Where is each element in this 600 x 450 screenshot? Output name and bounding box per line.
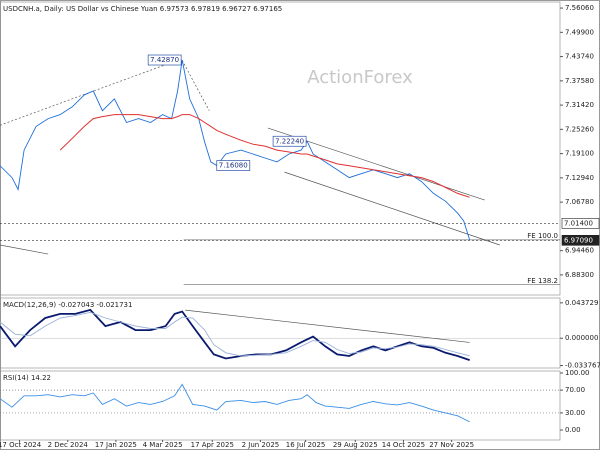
- panel-title: RSI(14) 14.22: [3, 374, 51, 382]
- watermark: ActionForex: [307, 67, 413, 88]
- y-tick-label: 7.56060: [565, 4, 594, 12]
- y-tick-label: 30.00: [565, 409, 585, 417]
- trendline: [185, 309, 470, 343]
- price-label: 7.01400: [564, 219, 593, 227]
- panel-frame: [0, 1, 561, 296]
- series-line: [0, 383, 470, 423]
- y-tick-label: 6.94460: [565, 247, 594, 255]
- fib-label: FE 138.2: [527, 277, 558, 285]
- series-line: [0, 311, 470, 357]
- annotation-box: [216, 160, 251, 171]
- x-tick-label: 27 Nov 2025: [429, 441, 474, 449]
- y-tick-label: 7.37580: [565, 77, 594, 85]
- x-tick-label: 4 Mar 2025: [143, 441, 183, 449]
- x-tick-label: 17 Jan 2025: [95, 441, 137, 449]
- trendline: [0, 59, 178, 126]
- price-label: 6.97090: [564, 236, 593, 244]
- annotation-label: 7.22240: [275, 137, 304, 145]
- y-tick-label: 7.19100: [565, 150, 594, 158]
- x-tick-label: 29 Aug 2025: [333, 441, 378, 449]
- y-tick-label: 0.000000: [565, 334, 598, 342]
- annotation-label: 7.42870: [150, 56, 179, 64]
- trendline: [0, 244, 49, 255]
- fib-label: FE 100.0: [527, 232, 558, 240]
- panel-title: USDCNH.a, Daily: US Dollar vs Chinese Yu…: [3, 5, 282, 13]
- x-tick-label: 2 Jun 2025: [242, 441, 280, 449]
- y-tick-label: 70.00: [565, 386, 585, 394]
- y-tick-label: 7.12940: [565, 174, 594, 182]
- price-box: [561, 218, 600, 229]
- y-tick-label: 0.043729: [565, 299, 598, 307]
- x-tick-label: 14 Oct 2025: [382, 441, 425, 449]
- trendline: [284, 171, 500, 246]
- panel-title: MACD(12,26,9) -0.027043 -0.021731: [3, 301, 132, 309]
- trendline: [181, 60, 210, 111]
- y-tick-label: 0.00: [565, 426, 581, 434]
- series-line: [59, 114, 470, 198]
- y-tick-label: -0.033767: [565, 362, 600, 370]
- y-tick-label: 7.31420: [565, 101, 594, 109]
- panel-frame: [0, 297, 561, 369]
- x-tick-label: 17 Oct 2024: [0, 441, 42, 449]
- y-tick-label: 7.43740: [565, 53, 594, 61]
- y-tick-label: 6.88300: [565, 271, 594, 279]
- y-tick-label: 7.06780: [565, 198, 594, 206]
- panel-frame: [0, 370, 561, 441]
- price-box: [561, 234, 600, 246]
- y-tick-label: 100.00: [565, 369, 590, 377]
- x-tick-label: 16 Jul 2025: [286, 441, 326, 449]
- annotation-box: [272, 135, 307, 147]
- y-tick-label: 7.25260: [565, 125, 594, 133]
- x-tick-label: 2 Dec 2024: [48, 441, 89, 449]
- x-tick-label: 17 Apr 2025: [191, 441, 234, 449]
- annotation-label: 7.16080: [219, 162, 248, 170]
- y-tick-label: 7.49900: [565, 28, 594, 36]
- annotation-box: [147, 54, 182, 66]
